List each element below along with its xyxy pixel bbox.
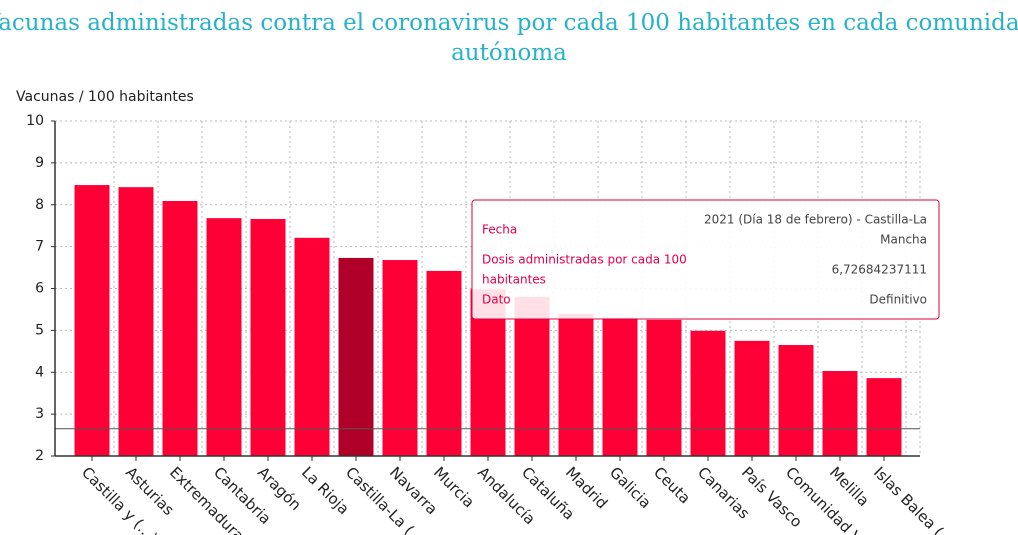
y-axis-label: Vacunas / 100 habitantes bbox=[16, 89, 194, 105]
y-tick-label: 7 bbox=[35, 239, 44, 255]
bar bbox=[206, 218, 242, 456]
bar bbox=[866, 378, 902, 456]
bar bbox=[734, 340, 770, 456]
x-tick-label: La Rioja bbox=[298, 463, 353, 518]
tooltip-value: Mancha bbox=[880, 233, 927, 247]
bar bbox=[514, 296, 550, 456]
x-tick-label: Islas Balea (... bbox=[870, 463, 957, 535]
y-tick-label: 6 bbox=[35, 281, 44, 297]
chart-title: autónoma bbox=[451, 40, 567, 66]
x-tick-label: Ceuta bbox=[650, 463, 694, 507]
tooltip-label: habitantes bbox=[482, 273, 546, 287]
y-tick-label: 3 bbox=[35, 406, 44, 422]
bar bbox=[250, 218, 286, 456]
bar bbox=[74, 185, 110, 456]
tooltip-label: Dosis administradas por cada 100 bbox=[482, 253, 687, 267]
y-tick-label: 5 bbox=[35, 322, 44, 338]
bar bbox=[338, 257, 374, 456]
bar bbox=[118, 187, 154, 456]
tooltip-value: Definitivo bbox=[869, 293, 927, 307]
chart-title: Vacunas administradas contra el coronavi… bbox=[0, 10, 1018, 36]
tooltip-value: 2021 (Día 18 de febrero) - Castilla-La bbox=[704, 213, 927, 227]
bar bbox=[294, 237, 330, 456]
tooltip bbox=[471, 199, 940, 320]
x-tick-label: Galicia bbox=[606, 463, 655, 512]
bar bbox=[162, 200, 198, 456]
bar bbox=[646, 319, 682, 456]
bar bbox=[778, 345, 814, 456]
bar bbox=[558, 314, 594, 456]
y-tick-label: 2 bbox=[35, 448, 44, 464]
bar bbox=[822, 370, 858, 456]
bar bbox=[602, 317, 638, 456]
y-tick-label: 10 bbox=[26, 113, 44, 129]
y-tick-label: 8 bbox=[35, 197, 44, 213]
bar bbox=[690, 330, 726, 456]
tooltip-label: Dato bbox=[482, 293, 511, 307]
bar bbox=[426, 270, 462, 456]
y-tick-label: 4 bbox=[35, 364, 44, 380]
y-tick-label: 9 bbox=[35, 155, 44, 171]
tooltip-label: Fecha bbox=[482, 223, 517, 237]
tooltip-value: 6,72684237111 bbox=[832, 263, 927, 277]
bar bbox=[382, 260, 418, 456]
